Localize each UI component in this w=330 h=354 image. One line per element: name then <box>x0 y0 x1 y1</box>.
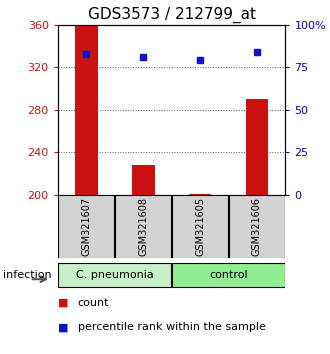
Text: ■: ■ <box>58 322 68 332</box>
Title: GDS3573 / 212799_at: GDS3573 / 212799_at <box>87 7 256 23</box>
Bar <box>115 195 171 258</box>
Bar <box>229 195 285 258</box>
Bar <box>58 195 114 258</box>
Bar <box>246 99 268 195</box>
Text: ■: ■ <box>58 298 68 308</box>
Text: control: control <box>209 270 248 280</box>
Text: GSM321607: GSM321607 <box>81 197 91 256</box>
Bar <box>75 25 98 195</box>
Text: count: count <box>78 298 109 308</box>
Bar <box>132 165 154 195</box>
Text: infection: infection <box>3 270 52 280</box>
Bar <box>189 194 212 195</box>
Text: C. pneumonia: C. pneumonia <box>76 270 153 280</box>
Bar <box>172 195 228 258</box>
Text: percentile rank within the sample: percentile rank within the sample <box>78 322 265 332</box>
Bar <box>172 263 285 287</box>
Text: GSM321606: GSM321606 <box>252 197 262 256</box>
Text: GSM321608: GSM321608 <box>138 197 148 256</box>
Bar <box>58 263 171 287</box>
Text: GSM321605: GSM321605 <box>195 197 205 256</box>
